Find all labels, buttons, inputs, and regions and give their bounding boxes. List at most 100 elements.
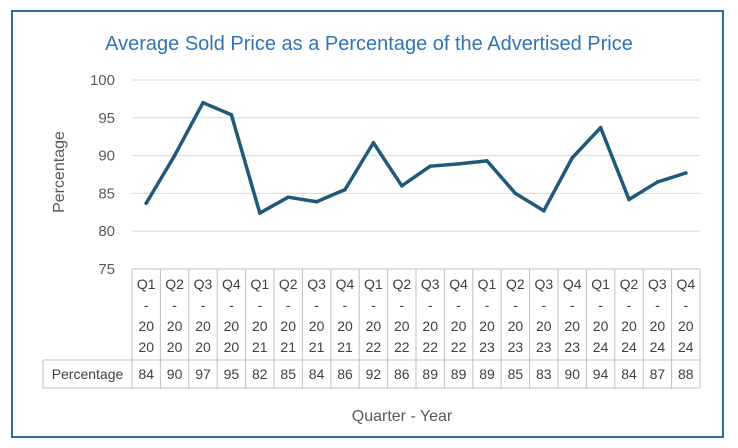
chart-title: Average Sold Price as a Percentage of th… — [105, 33, 633, 55]
series-line — [144, 100, 688, 215]
category-label: - — [286, 297, 291, 313]
category-label: - — [598, 297, 603, 313]
category-label: Q2 — [392, 276, 411, 292]
table-series-name: Percentage — [52, 366, 124, 382]
category-label: 20 — [138, 339, 154, 355]
category-label: - — [456, 297, 461, 313]
category-label: 20 — [479, 318, 495, 334]
data-label: 84 — [138, 366, 154, 382]
data-label: 90 — [564, 366, 580, 382]
category-label: - — [513, 297, 518, 313]
category-label: 20 — [366, 318, 382, 334]
category-label: Q3 — [307, 276, 326, 292]
data-point — [229, 112, 234, 117]
data-point — [144, 201, 148, 206]
category-label: - — [627, 297, 632, 313]
category-label: 20 — [337, 318, 353, 334]
category-label: 20 — [678, 318, 694, 334]
data-label: 89 — [422, 366, 438, 382]
category-label: 23 — [536, 339, 552, 355]
category-label: 20 — [224, 339, 240, 355]
y-tick-label: 80 — [98, 223, 115, 240]
category-label: 20 — [280, 318, 296, 334]
category-label: Q4 — [336, 276, 355, 292]
data-point — [570, 156, 574, 160]
data-label: 85 — [508, 366, 524, 382]
data-point — [627, 197, 631, 202]
y-tick-label: 75 — [98, 261, 115, 278]
category-label: 22 — [451, 339, 467, 355]
category-label: Q3 — [194, 276, 213, 292]
data-label: 92 — [366, 366, 382, 382]
data-point — [371, 140, 376, 145]
category-label: Q1 — [250, 276, 269, 292]
data-label: 85 — [280, 366, 296, 382]
category-label: 23 — [479, 339, 495, 355]
category-label: - — [371, 297, 376, 313]
category-label: 20 — [195, 318, 211, 334]
category-label: 21 — [252, 339, 268, 355]
data-point — [598, 125, 603, 130]
category-label: 20 — [650, 318, 666, 334]
category-label: 21 — [337, 339, 353, 355]
x-axis-label: Quarter - Year — [352, 408, 453, 425]
data-point — [485, 159, 489, 163]
data-point — [201, 100, 205, 105]
category-label: Q4 — [676, 276, 695, 292]
data-point — [513, 191, 518, 196]
category-label: 20 — [451, 318, 467, 334]
category-label: 23 — [564, 339, 580, 355]
category-label: Q4 — [222, 276, 241, 292]
y-axis-label: Percentage — [51, 131, 68, 213]
chart-frame: Average Sold Price as a Percentage of th… — [11, 10, 724, 438]
data-point — [542, 208, 546, 213]
data-label: 89 — [451, 366, 467, 382]
category-label: 22 — [394, 339, 410, 355]
data-label: 86 — [337, 366, 353, 382]
category-label: 24 — [621, 339, 637, 355]
y-tick-label: 85 — [98, 185, 115, 202]
category-label: 22 — [366, 339, 382, 355]
data-point — [684, 171, 688, 175]
category-label: - — [257, 297, 262, 313]
category-label: 21 — [280, 339, 296, 355]
category-label: 20 — [394, 318, 410, 334]
category-label: - — [655, 297, 660, 313]
category-label: - — [314, 297, 319, 313]
category-label: 20 — [138, 318, 154, 334]
data-label: 95 — [224, 366, 240, 382]
category-label: - — [201, 297, 206, 313]
category-label: - — [172, 297, 177, 313]
category-label: - — [541, 297, 546, 313]
category-label: 24 — [678, 339, 694, 355]
category-label: 24 — [650, 339, 666, 355]
category-label: 20 — [224, 318, 240, 334]
category-label: - — [144, 297, 149, 313]
category-label: - — [683, 297, 688, 313]
data-label: 84 — [621, 366, 637, 382]
category-label: - — [428, 297, 433, 313]
data-label: 86 — [394, 366, 410, 382]
data-label: 84 — [309, 366, 325, 382]
data-point — [286, 195, 291, 199]
category-label: 20 — [593, 318, 609, 334]
data-point — [343, 187, 347, 192]
category-label: Q2 — [506, 276, 525, 292]
category-label: Q4 — [449, 276, 468, 292]
category-label: - — [399, 297, 404, 313]
category-label: 20 — [167, 339, 183, 355]
category-label: Q1 — [591, 276, 610, 292]
data-label: 89 — [479, 366, 495, 382]
data-point — [314, 199, 319, 204]
category-label: - — [485, 297, 490, 313]
category-label: Q1 — [364, 276, 383, 292]
category-label: 20 — [167, 318, 183, 334]
category-label: 20 — [508, 318, 524, 334]
data-label: 88 — [678, 366, 694, 382]
data-point — [258, 211, 262, 215]
data-label: 90 — [167, 366, 183, 382]
y-tick-label: 90 — [98, 148, 115, 165]
category-label: 20 — [252, 318, 268, 334]
data-point — [400, 184, 404, 188]
data-point — [428, 164, 433, 168]
